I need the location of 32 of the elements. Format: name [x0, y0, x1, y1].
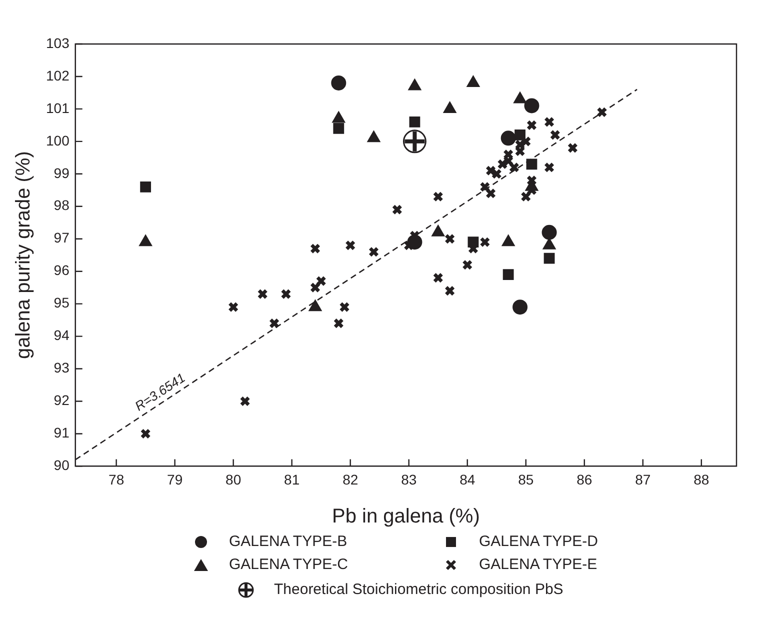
y-tick-label: 103: [46, 34, 70, 51]
x-tick-label: 85: [518, 471, 534, 488]
x-tick-label: 81: [284, 471, 300, 488]
y-tick-label: 101: [46, 100, 70, 116]
y-tick-label: 90: [54, 457, 70, 474]
x-tick-label: 84: [460, 471, 476, 488]
x-tick-label: 83: [401, 471, 417, 488]
y-tick-label: 91: [54, 424, 70, 441]
y-tick-label: 92: [54, 392, 70, 408]
y-tick-label: 97: [54, 230, 70, 246]
legend-label: GALENA TYPE-C: [229, 556, 348, 574]
x-tick-label: 82: [342, 471, 358, 488]
legend-label: GALENA TYPE-D: [479, 533, 598, 550]
y-tick-label: 98: [54, 197, 70, 214]
y-tick-label: 99: [54, 164, 70, 181]
y-axis-title: galena purity grade (%): [12, 151, 35, 360]
x-tick-label: 79: [167, 471, 183, 488]
y-tick-label: 94: [54, 327, 70, 344]
legend-label: Theoretical Stoichiometric composition PbS: [274, 581, 564, 598]
x-tick-label: 87: [635, 471, 651, 488]
y-tick-label: 93: [54, 360, 70, 376]
legend-label: GALENA TYPE-E: [479, 556, 598, 574]
x-axis-title: Pb in galena (%): [332, 506, 480, 528]
y-tick-label: 100: [46, 132, 70, 148]
x-tick-label: 88: [694, 471, 710, 488]
y-tick-label: 95: [54, 294, 70, 311]
y-tick-label: 102: [46, 67, 70, 84]
legend-label: GALENA TYPE-B: [229, 533, 348, 550]
y-tick-label: 96: [54, 262, 70, 278]
x-tick-label: 78: [108, 471, 124, 488]
x-tick-label: 86: [576, 471, 592, 488]
x-tick-label: 80: [226, 471, 242, 488]
